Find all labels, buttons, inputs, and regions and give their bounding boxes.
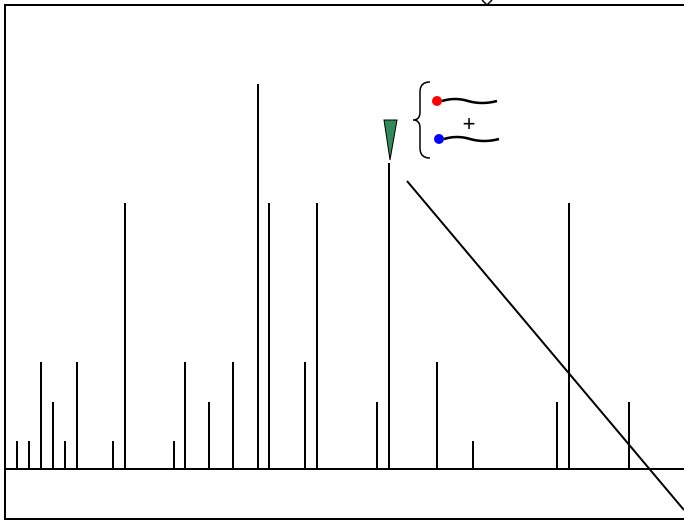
red-dot (432, 96, 442, 106)
diagram: + (0, 0, 684, 522)
frame (5, 5, 684, 519)
page: + (() => { const data = JSON.parse(docum… (0, 0, 684, 522)
plus-sign: + (463, 111, 476, 136)
blue-dot (434, 134, 444, 144)
